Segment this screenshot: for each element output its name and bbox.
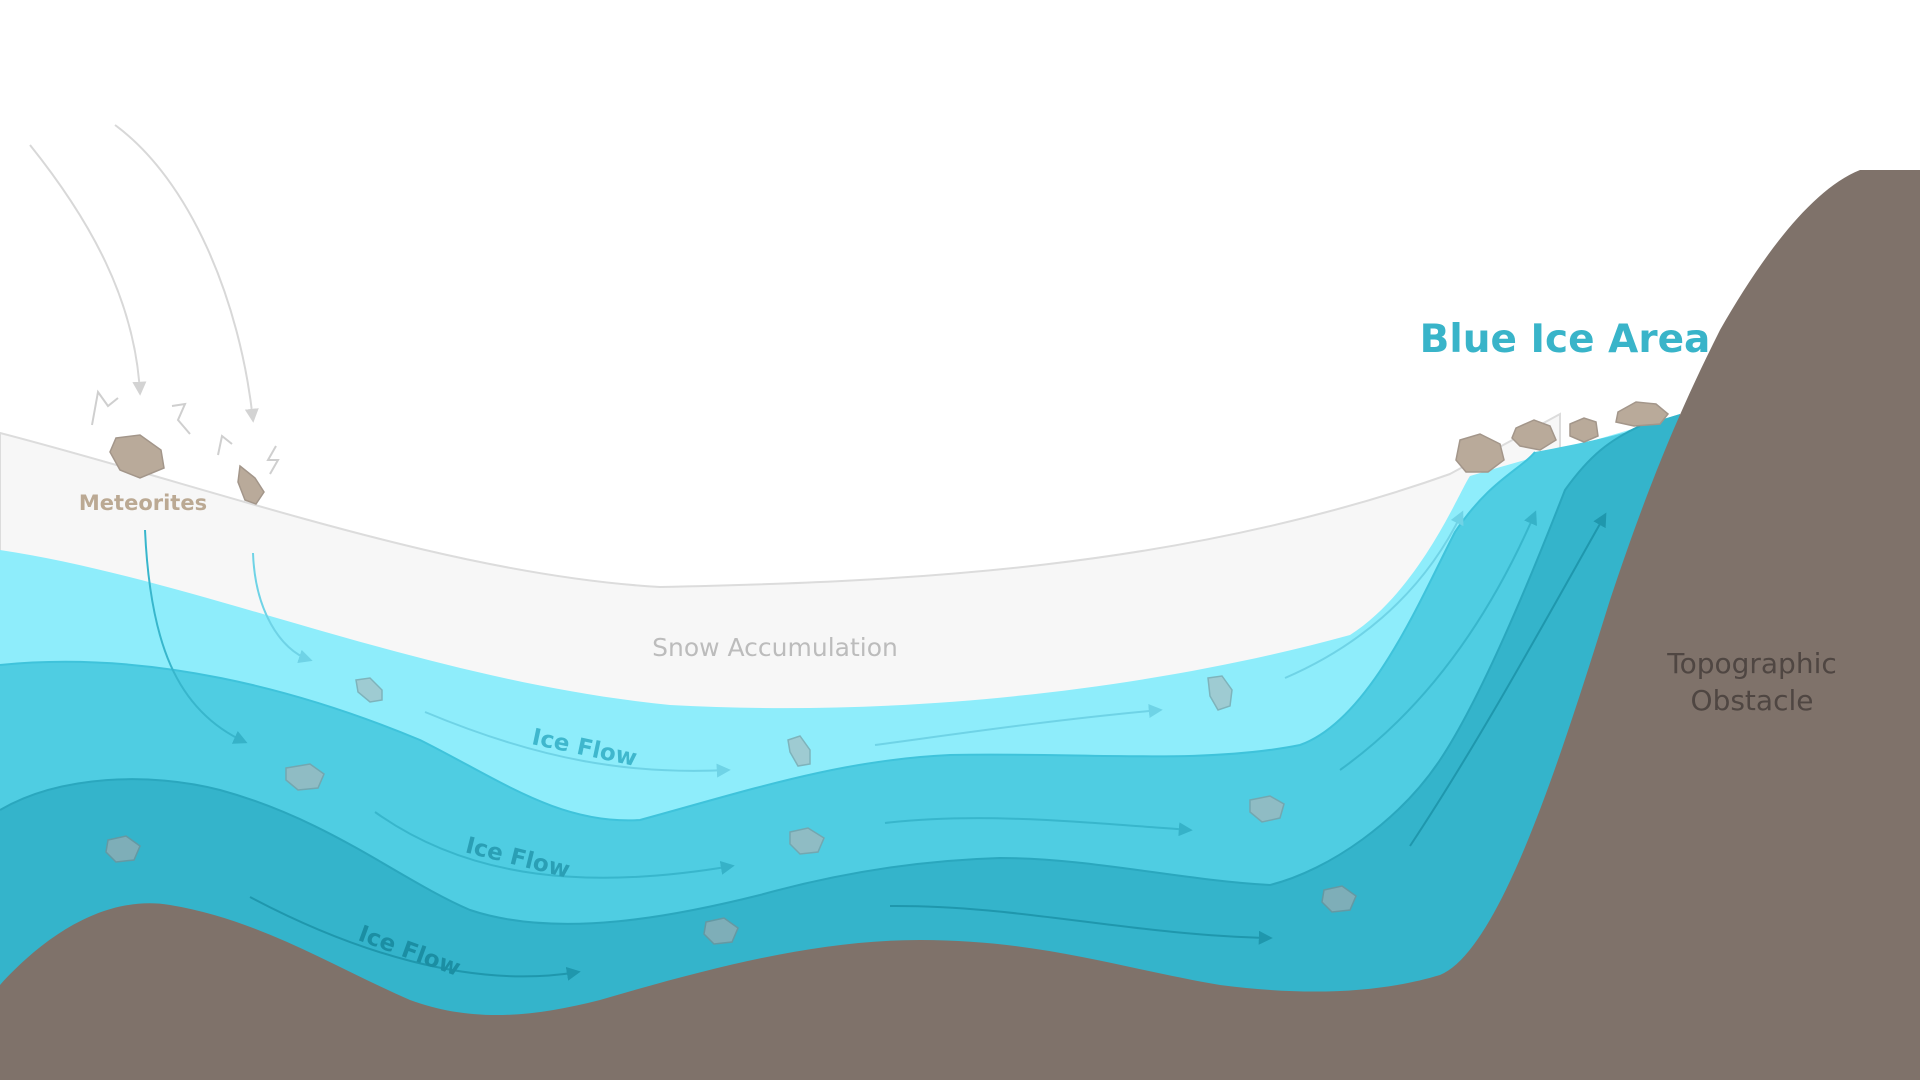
ice-flow-arrow: [1284, 510, 1464, 679]
meteorites-label: Meteorites: [79, 491, 207, 515]
meteor-trajectory-arrow-2: [114, 124, 259, 423]
impact-spark-icon: [171, 402, 191, 435]
embedded-meteorite-icon: [355, 677, 383, 703]
topographic-obstacle-label-line1: Topographic: [1666, 647, 1837, 680]
embedded-meteorite-icon: [1207, 675, 1233, 711]
blue-ice-area-label: Blue Ice Area: [1420, 317, 1711, 362]
ice-flow-arrow: [374, 811, 735, 879]
ice-boundary-mid-deep: [0, 425, 1641, 925]
surface-meteorite-icon: [1511, 419, 1557, 451]
ice-flow-arrow: [884, 817, 1193, 837]
impact-spark-icon: [266, 445, 280, 475]
topographic-obstacle-label-line2: Obstacle: [1691, 684, 1814, 717]
burial-flow-arrow: [144, 529, 248, 744]
ice-flow-arrow: [874, 704, 1163, 746]
ice-layer-deep: [0, 414, 1680, 1080]
surface-meteorite-icon: [1569, 417, 1599, 443]
embedded-meteorite-icon: [703, 917, 739, 945]
ice-flow-arrow: [889, 904, 1273, 945]
burial-flow-arrow: [252, 552, 313, 664]
ice-flow-arrow: [249, 896, 581, 981]
embedded-meteorite-icon: [1249, 795, 1285, 823]
embedded-meteorite-icon: [105, 835, 141, 863]
surface-meteorite-icon: [1615, 401, 1670, 427]
snow-accumulation-label: Snow Accumulation: [652, 633, 898, 662]
embedded-meteorite-icon: [285, 763, 325, 791]
embedded-meteorite-icon: [1321, 885, 1357, 913]
ice-flow-arrow: [1339, 510, 1537, 771]
impact-spark-icon: [217, 434, 233, 456]
impact-spark-icon: [91, 389, 119, 426]
surface-meteorite-icon: [1455, 433, 1505, 473]
ice-flow-arrow: [424, 711, 731, 778]
embedded-meteorite-icon: [787, 735, 811, 767]
ice-boundary-light-mid: [0, 451, 1536, 822]
meteor-trajectory-arrow-1: [29, 144, 147, 396]
meteorite-rock-icon: [237, 464, 265, 505]
embedded-meteorite-icon: [789, 827, 825, 855]
ice-flow-arrow: [1409, 512, 1607, 847]
bedrock: [0, 170, 1920, 1080]
meteorite-rock-icon: [109, 434, 165, 479]
